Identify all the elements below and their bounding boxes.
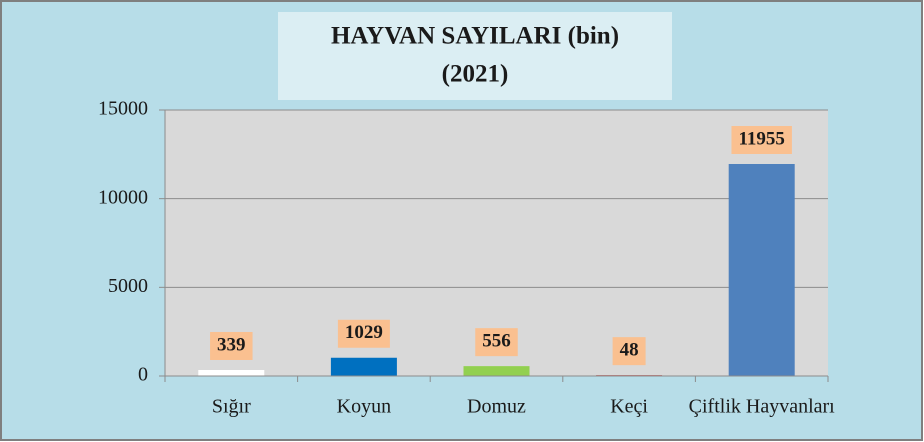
x-tick-label: Keçi xyxy=(610,396,648,418)
x-tick-label: Domuz xyxy=(467,396,526,418)
value-label: 339 xyxy=(217,334,246,355)
value-label: 48 xyxy=(620,340,639,361)
value-label: 1029 xyxy=(345,322,383,343)
value-label-box xyxy=(475,328,518,357)
x-tick-label: Koyun xyxy=(337,396,391,418)
chart-subtitle: (2021) xyxy=(442,61,509,88)
value-label-box xyxy=(210,331,253,360)
y-tick-label: 5000 xyxy=(108,275,148,297)
bar xyxy=(330,357,397,376)
bar xyxy=(463,366,530,376)
chart-title: HAYVAN SAYILARI (bin) xyxy=(331,23,619,50)
title-box xyxy=(278,12,672,100)
x-tick-label: Çiftlik Hayvanları xyxy=(689,396,836,418)
value-label: 556 xyxy=(482,330,511,351)
value-label-box xyxy=(337,319,390,348)
x-tick-label: Sığır xyxy=(212,396,251,418)
bar xyxy=(728,163,795,376)
y-tick-label: 10000 xyxy=(98,186,148,208)
bar xyxy=(198,369,265,376)
value-label-box xyxy=(612,337,646,366)
value-label: 11955 xyxy=(738,128,784,149)
y-tick-label: 0 xyxy=(138,364,148,386)
value-label-box xyxy=(731,125,792,154)
y-tick-label: 15000 xyxy=(98,98,148,120)
